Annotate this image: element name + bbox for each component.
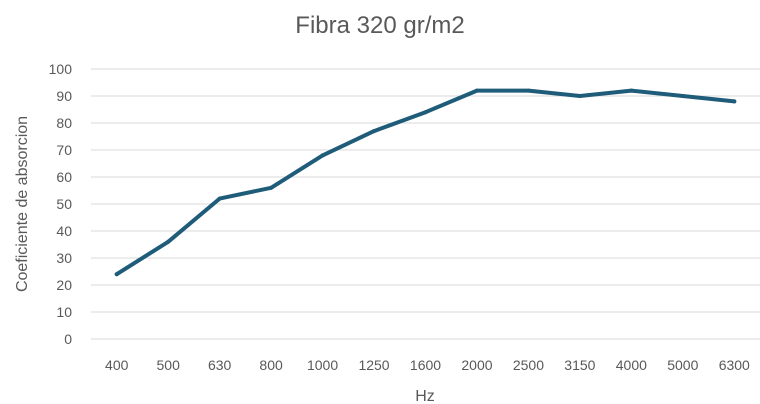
data-point <box>372 129 377 134</box>
x-tick-label: 500 <box>157 357 181 373</box>
data-point <box>474 88 479 93</box>
data-point <box>217 196 222 201</box>
x-tick-label: 2500 <box>513 357 544 373</box>
data-point <box>320 153 325 158</box>
data-point <box>629 88 634 93</box>
gridlines <box>91 68 760 340</box>
x-axis-ticks: 400 500 630 800 1000 1250 1600 2000 2500 3150 4000… <box>105 357 750 373</box>
y-tick-label: 10 <box>56 304 72 320</box>
y-tick-label: 30 <box>56 250 72 266</box>
series-line-0 <box>114 88 737 277</box>
y-tick-label: 40 <box>56 223 72 239</box>
data-point <box>680 94 685 98</box>
x-tick-label: 400 <box>105 357 129 373</box>
y-tick-label: 80 <box>56 115 72 131</box>
data-point <box>526 88 531 93</box>
y-axis-ticks: 0 10 20 30 40 50 60 70 80 90 100 <box>49 61 73 347</box>
x-tick-label: 4000 <box>616 357 647 373</box>
y-tick-label: 60 <box>56 169 72 185</box>
y-tick-label: 100 <box>49 61 73 77</box>
x-tick-label: 5000 <box>667 357 698 373</box>
x-axis-label: Hz <box>415 388 435 404</box>
data-point <box>732 99 737 104</box>
y-tick-label: 50 <box>56 196 72 212</box>
data-point <box>269 185 274 190</box>
data-point <box>114 272 119 277</box>
data-point <box>166 239 171 244</box>
x-tick-label: 1250 <box>358 357 389 373</box>
chart-title: Fibra 320 gr/m2 <box>295 12 464 39</box>
x-tick-label: 3150 <box>564 357 595 373</box>
y-tick-label: 20 <box>56 277 72 293</box>
x-tick-label: 2000 <box>461 357 492 373</box>
series-layer <box>114 88 737 277</box>
y-tick-label: 70 <box>56 142 72 158</box>
x-tick-label: 1600 <box>410 357 441 373</box>
y-axis-label: Coeficiente de absorcion <box>14 116 31 292</box>
y-tick-label: 0 <box>64 331 72 347</box>
x-tick-label: 630 <box>208 357 232 373</box>
x-tick-label: 1000 <box>307 357 338 373</box>
x-tick-label: 800 <box>259 357 283 373</box>
data-point <box>577 94 582 98</box>
data-point <box>423 110 428 115</box>
x-tick-label: 6300 <box>719 357 750 373</box>
y-tick-label: 90 <box>56 88 72 104</box>
